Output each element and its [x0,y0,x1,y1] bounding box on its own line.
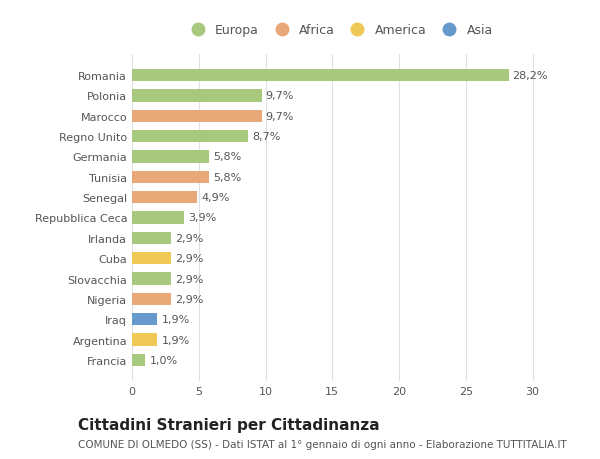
Legend: Europa, Africa, America, Asia: Europa, Africa, America, Asia [180,19,498,42]
Bar [132,232,171,244]
Text: 1,9%: 1,9% [161,335,190,345]
Text: 8,7%: 8,7% [252,132,281,142]
Text: 9,7%: 9,7% [266,112,294,122]
Text: 5,8%: 5,8% [214,152,242,162]
Bar [132,192,197,204]
Text: 2,9%: 2,9% [175,274,203,284]
Bar [132,131,248,143]
Text: 2,9%: 2,9% [175,294,203,304]
Bar [132,354,145,366]
Bar [132,151,209,163]
Text: 28,2%: 28,2% [512,71,548,81]
Text: 1,0%: 1,0% [149,355,178,365]
Bar [132,313,157,325]
Bar [132,171,209,184]
Bar [132,273,171,285]
Bar [132,293,171,305]
Text: COMUNE DI OLMEDO (SS) - Dati ISTAT al 1° gennaio di ogni anno - Elaborazione TUT: COMUNE DI OLMEDO (SS) - Dati ISTAT al 1°… [78,440,567,449]
Bar [132,252,171,265]
Text: 1,9%: 1,9% [161,314,190,325]
Text: 2,9%: 2,9% [175,233,203,243]
Text: 9,7%: 9,7% [266,91,294,101]
Bar [132,70,509,82]
Text: Cittadini Stranieri per Cittadinanza: Cittadini Stranieri per Cittadinanza [78,417,380,432]
Bar [132,111,262,123]
Text: 4,9%: 4,9% [202,193,230,203]
Text: 3,9%: 3,9% [188,213,217,223]
Bar [132,212,184,224]
Text: 2,9%: 2,9% [175,254,203,263]
Bar [132,90,262,102]
Text: 5,8%: 5,8% [214,173,242,182]
Bar [132,334,157,346]
